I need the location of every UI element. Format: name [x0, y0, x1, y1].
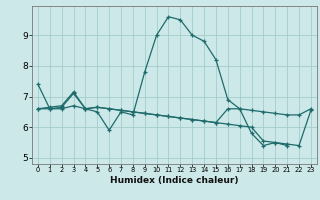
X-axis label: Humidex (Indice chaleur): Humidex (Indice chaleur) — [110, 176, 239, 185]
